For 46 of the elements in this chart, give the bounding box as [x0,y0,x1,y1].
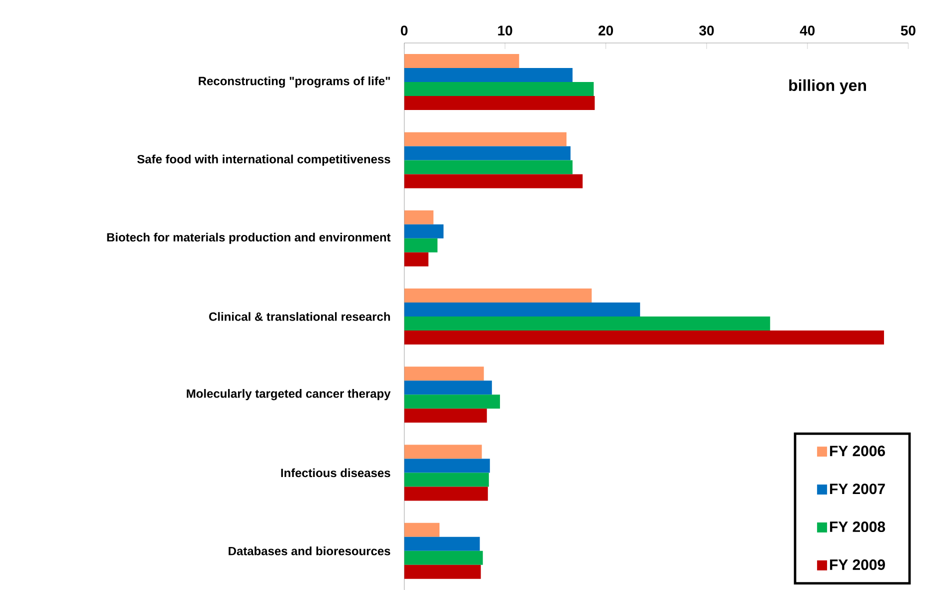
x-tick-label: 40 [800,26,815,36]
bar [404,472,489,487]
bar [404,252,428,266]
bar [404,238,438,252]
bar [404,522,440,537]
bar [404,160,573,174]
legend-label: FY 2006 [830,446,885,456]
bar [404,224,444,238]
bar [404,366,484,381]
bar [404,564,481,579]
y-tick-label: Databases and bioresources [228,546,390,556]
legend-label: FY 2007 [830,484,885,494]
bar [404,536,480,551]
bar [404,210,434,224]
y-tick-label: Infectious diseases [281,468,390,478]
bar [404,68,573,82]
bar [404,380,492,395]
bar [404,146,571,160]
bar [404,174,583,188]
y-tick-label: Safe food with international competitiveness [137,154,390,166]
bar [404,288,592,302]
bar [404,132,567,146]
bar [404,550,483,565]
y-tick-label: Molecularly targeted cancer therapy [186,389,391,400]
bar [404,444,482,459]
bar [404,458,490,473]
bar [404,96,595,110]
bar [404,302,640,316]
x-tick-label: 50 [900,26,916,36]
legend-label: FY 2009 [830,559,885,570]
bar [404,316,770,330]
x-tick-label: 20 [598,26,613,36]
bar [404,82,594,96]
bar [404,408,487,423]
y-tick-label: Clinical & translational research [209,312,390,321]
bar [404,54,520,68]
legend-label: FY 2008 [830,521,886,532]
x-axis-title: billion yen [789,79,866,94]
bar [404,486,488,501]
x-tick-label: 0 [400,26,408,36]
y-tick-label: Reconstructing "programs of life" [198,76,390,88]
y-tick-label: Biotech for materials production and environment [107,232,391,244]
x-tick-label: 10 [498,26,512,36]
bar [404,394,500,409]
x-tick-label: 30 [699,26,714,36]
bar [404,330,884,344]
